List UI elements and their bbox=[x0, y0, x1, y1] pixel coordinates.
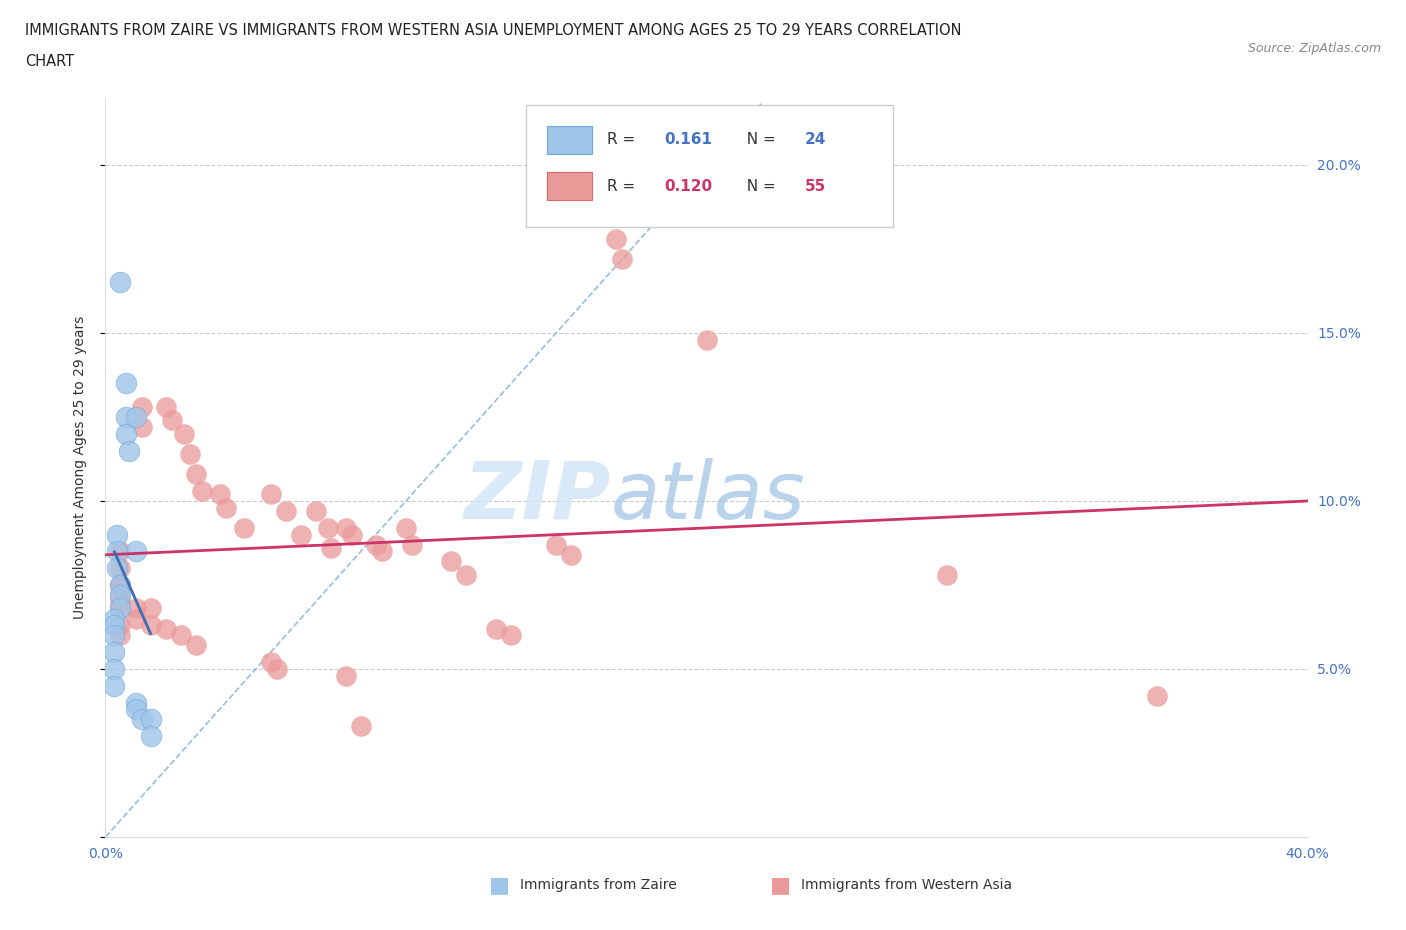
Text: Immigrants from Western Asia: Immigrants from Western Asia bbox=[801, 878, 1012, 893]
Text: CHART: CHART bbox=[25, 54, 75, 69]
Point bbox=[232, 521, 254, 536]
Point bbox=[401, 538, 423, 552]
Point bbox=[169, 628, 191, 643]
Point bbox=[139, 601, 162, 616]
Text: Immigrants from Zaire: Immigrants from Zaire bbox=[520, 878, 676, 893]
Point bbox=[124, 544, 146, 559]
Point bbox=[124, 601, 146, 616]
Point bbox=[184, 467, 207, 482]
Point bbox=[103, 644, 125, 659]
Text: 0.161: 0.161 bbox=[665, 132, 713, 147]
Point bbox=[335, 669, 357, 684]
Point bbox=[696, 332, 718, 347]
Point bbox=[107, 527, 129, 542]
Text: atlas: atlas bbox=[610, 458, 806, 536]
Point bbox=[364, 538, 387, 552]
Point bbox=[110, 594, 132, 609]
Point bbox=[110, 628, 132, 643]
Text: N =: N = bbox=[737, 179, 780, 193]
Point bbox=[319, 540, 342, 555]
Point bbox=[501, 628, 523, 643]
Point bbox=[110, 601, 132, 616]
Text: ■: ■ bbox=[770, 875, 790, 896]
Point bbox=[160, 413, 183, 428]
Point bbox=[115, 376, 138, 391]
Point bbox=[131, 712, 153, 727]
Point bbox=[155, 399, 177, 414]
Point bbox=[103, 618, 125, 632]
Point bbox=[110, 601, 132, 616]
Point bbox=[103, 628, 125, 643]
Point bbox=[260, 655, 283, 670]
Point bbox=[131, 399, 153, 414]
Text: N =: N = bbox=[737, 132, 780, 147]
Point bbox=[131, 419, 153, 434]
Point bbox=[266, 661, 288, 676]
Point bbox=[155, 621, 177, 636]
Point bbox=[274, 503, 297, 518]
Point bbox=[115, 409, 138, 424]
Point bbox=[340, 527, 363, 542]
Text: Source: ZipAtlas.com: Source: ZipAtlas.com bbox=[1247, 42, 1381, 55]
Text: ZIP: ZIP bbox=[463, 458, 610, 536]
Point bbox=[305, 503, 328, 518]
Point bbox=[350, 719, 373, 734]
Point bbox=[371, 544, 394, 559]
Bar bbox=[547, 126, 592, 153]
Point bbox=[139, 618, 162, 632]
Point bbox=[316, 521, 339, 536]
Text: 24: 24 bbox=[806, 132, 827, 147]
Point bbox=[139, 729, 162, 744]
Point bbox=[124, 702, 146, 717]
Point bbox=[454, 567, 477, 582]
Point bbox=[290, 527, 312, 542]
Point bbox=[485, 621, 508, 636]
Point bbox=[110, 618, 132, 632]
Point bbox=[560, 547, 582, 562]
Point bbox=[208, 486, 231, 501]
Point bbox=[184, 638, 207, 653]
Point bbox=[110, 578, 132, 592]
Point bbox=[110, 588, 132, 603]
Point bbox=[190, 484, 212, 498]
Text: 55: 55 bbox=[806, 179, 827, 193]
Point bbox=[110, 578, 132, 592]
Point bbox=[115, 426, 138, 441]
Point bbox=[110, 275, 132, 290]
Point bbox=[1146, 688, 1168, 703]
Point bbox=[936, 567, 959, 582]
Point bbox=[110, 544, 132, 559]
Point bbox=[440, 554, 463, 569]
Point bbox=[335, 521, 357, 536]
Point bbox=[173, 426, 195, 441]
Text: R =: R = bbox=[607, 132, 640, 147]
Text: IMMIGRANTS FROM ZAIRE VS IMMIGRANTS FROM WESTERN ASIA UNEMPLOYMENT AMONG AGES 25: IMMIGRANTS FROM ZAIRE VS IMMIGRANTS FROM… bbox=[25, 23, 962, 38]
Point bbox=[260, 486, 283, 501]
Bar bbox=[547, 172, 592, 201]
Point bbox=[103, 611, 125, 626]
Point bbox=[612, 251, 634, 266]
Point bbox=[139, 712, 162, 727]
Point bbox=[110, 561, 132, 576]
Point bbox=[605, 232, 627, 246]
Point bbox=[110, 578, 132, 592]
Point bbox=[214, 500, 236, 515]
Point bbox=[107, 561, 129, 576]
Point bbox=[124, 611, 146, 626]
Point bbox=[124, 695, 146, 710]
Point bbox=[103, 678, 125, 693]
Point bbox=[546, 538, 568, 552]
Point bbox=[118, 443, 141, 458]
Point bbox=[179, 446, 201, 461]
Y-axis label: Unemployment Among Ages 25 to 29 years: Unemployment Among Ages 25 to 29 years bbox=[73, 315, 87, 619]
Text: ■: ■ bbox=[489, 875, 509, 896]
Point bbox=[103, 661, 125, 676]
Point bbox=[124, 409, 146, 424]
FancyBboxPatch shape bbox=[526, 105, 893, 227]
Point bbox=[395, 521, 418, 536]
Text: R =: R = bbox=[607, 179, 640, 193]
Point bbox=[107, 544, 129, 559]
Text: 0.120: 0.120 bbox=[665, 179, 713, 193]
Point bbox=[110, 588, 132, 603]
